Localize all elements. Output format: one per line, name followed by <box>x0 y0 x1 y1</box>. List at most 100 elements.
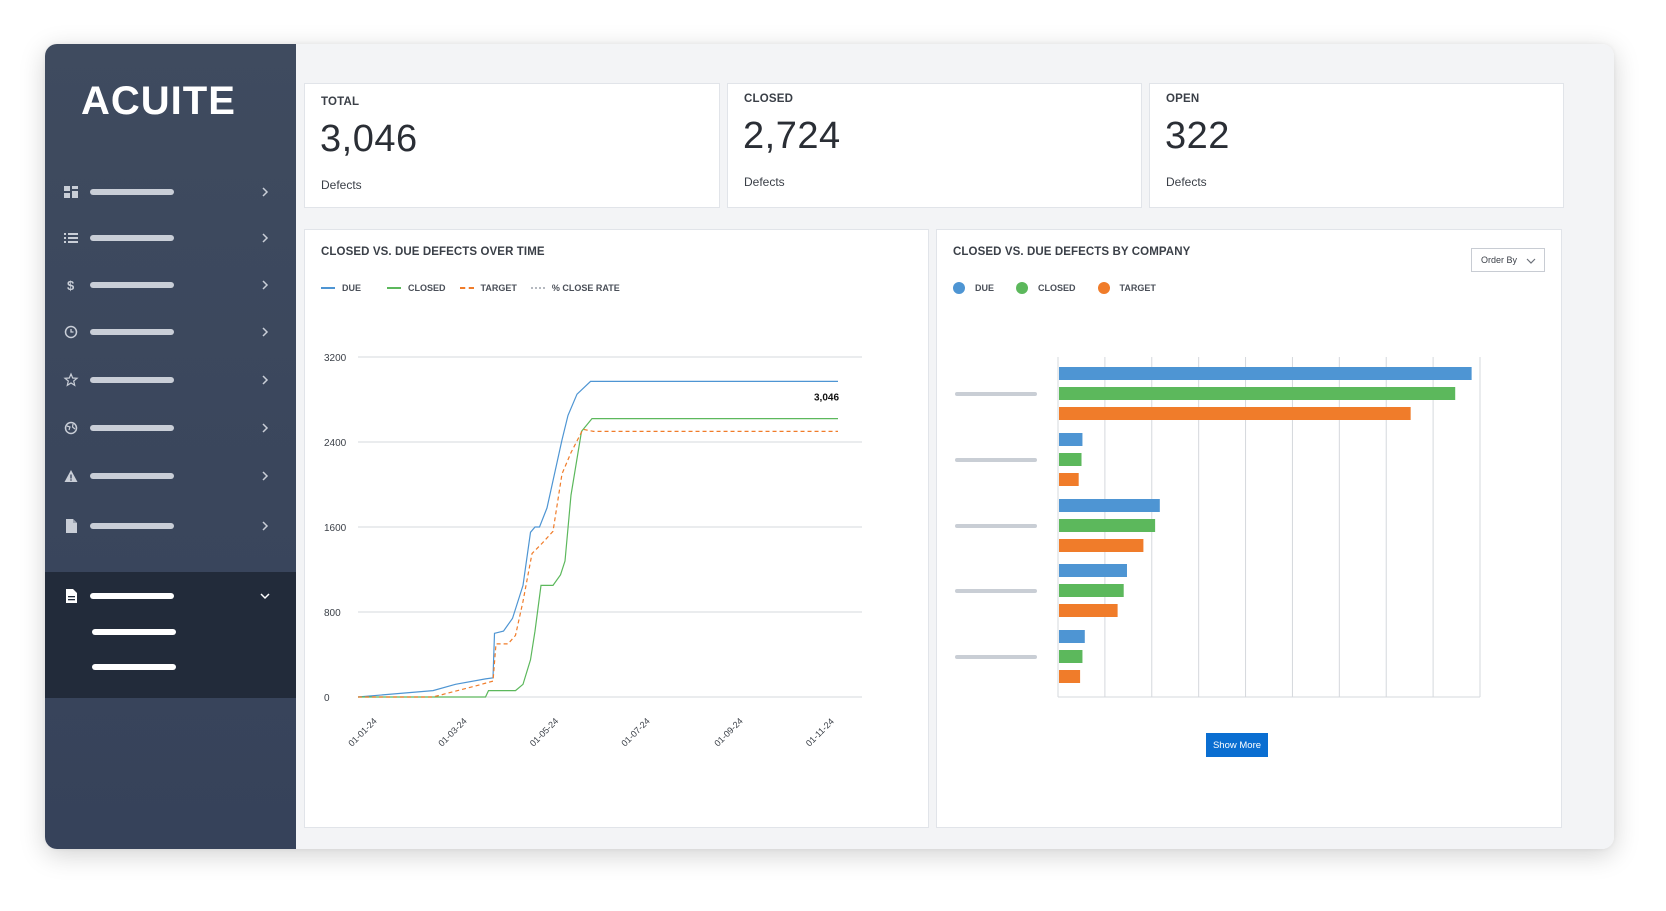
stat-unit: Defects <box>321 178 362 192</box>
bar-chart-panel: CLOSED VS. DUE DEFECTS BY COMPANY Order … <box>936 229 1562 828</box>
panel-title: CLOSED VS. DUE DEFECTS OVER TIME <box>321 246 545 258</box>
clock-icon <box>64 325 78 339</box>
sidebar-item-label <box>90 473 174 479</box>
order-by-label: Order By <box>1481 255 1518 265</box>
stat-label: TOTAL <box>321 96 360 108</box>
legend-swatch <box>387 287 402 289</box>
sidebar-item-label <box>90 425 174 431</box>
sidebar-item-label <box>90 329 174 335</box>
company-label-placeholder <box>955 524 1037 528</box>
logo-text: ACUITE <box>81 79 236 122</box>
company-label-placeholder <box>955 655 1037 659</box>
main-content: TOTAL 3,046 Defects CLOSED 2,724 Defects… <box>296 44 1614 849</box>
sidebar-item-label <box>90 377 174 383</box>
stat-value: 322 <box>1165 115 1230 157</box>
x-tick-label: 01-07-24 <box>619 716 652 749</box>
sidebar-subitem-2[interactable] <box>92 664 176 670</box>
sidebar-item-dashboard[interactable] <box>45 170 296 214</box>
legend-swatch <box>1097 282 1110 294</box>
bar-due <box>1059 630 1085 643</box>
show-more-button[interactable]: Show More <box>1206 733 1268 757</box>
sidebar-item-reports[interactable] <box>45 572 296 616</box>
bar-closed <box>1059 519 1156 532</box>
legend-due[interactable]: DUE <box>953 282 994 294</box>
sidebar-item-alerts[interactable] <box>45 454 296 498</box>
bar-due <box>1059 499 1160 512</box>
y-tick-label: 800 <box>324 608 341 619</box>
x-tick-label: 01-01-24 <box>346 716 379 749</box>
y-tick-label: 2400 <box>324 438 347 449</box>
chevron-right-icon <box>262 423 269 433</box>
bar-target <box>1059 473 1079 486</box>
x-tick-label: 01-09-24 <box>712 716 745 749</box>
document-icon <box>66 589 77 603</box>
company-label-placeholder <box>955 458 1037 462</box>
app-window: ACUITE $ <box>45 44 1614 849</box>
chevron-right-icon <box>262 375 269 385</box>
sidebar-item-list[interactable] <box>45 216 296 260</box>
closed-stat-card: CLOSED 2,724 Defects <box>727 83 1142 208</box>
chevron-down-icon <box>1526 258 1536 264</box>
legend-closed[interactable]: CLOSED <box>1016 282 1076 294</box>
chevron-right-icon <box>262 233 269 243</box>
legend-swatch <box>953 282 965 294</box>
bar-closed <box>1059 387 1456 400</box>
sidebar-item-files[interactable] <box>45 504 296 548</box>
bar-due <box>1059 433 1083 446</box>
stat-value: 3,046 <box>320 118 418 160</box>
line-chart: 0 800 1600 2400 3200 01-01-24 01-03-24 01-05-24… <box>324 353 862 749</box>
sidebar-item-label <box>90 235 174 241</box>
line-chart-legend: DUE CLOSED TARGET % CLOSE RATE <box>321 283 634 293</box>
bar-closed <box>1059 584 1124 597</box>
stat-label: OPEN <box>1166 93 1200 105</box>
legend-swatch <box>321 287 335 289</box>
list-icon <box>64 233 78 243</box>
legend-closed[interactable]: CLOSED <box>387 283 446 293</box>
globe-icon <box>64 421 78 435</box>
legend-swatch <box>1016 282 1029 294</box>
company-label-placeholder <box>955 392 1037 396</box>
open-stat-card: OPEN 322 Defects <box>1149 83 1564 208</box>
y-tick-label: 1600 <box>324 523 347 534</box>
x-tick-label: 01-03-24 <box>436 716 469 749</box>
legend-label: CLOSED <box>1038 283 1076 293</box>
legend-swatch <box>459 287 474 289</box>
series-line-target <box>358 428 838 698</box>
chevron-right-icon <box>262 187 269 197</box>
series-line-due <box>357 380 838 698</box>
legend-rate[interactable]: % CLOSE RATE <box>530 283 620 293</box>
bar-chart-legend: DUE CLOSED TARGET <box>953 282 1170 294</box>
legend-label: DUE <box>342 283 362 293</box>
x-tick-label: 01-05-24 <box>528 716 561 749</box>
sidebar-item-label <box>90 189 174 195</box>
line-chart-panel: CLOSED VS. DUE DEFECTS OVER TIME DUE CLO… <box>304 229 929 828</box>
legend-label: TARGET <box>480 283 517 293</box>
sidebar-item-label <box>90 282 174 288</box>
bar-target <box>1059 407 1411 420</box>
chevron-right-icon <box>262 471 269 481</box>
x-tick-label: 01-11-24 <box>804 716 836 748</box>
chevron-right-icon <box>262 521 269 531</box>
total-stat-card: TOTAL 3,046 Defects <box>304 83 720 208</box>
panel-title: CLOSED VS. DUE DEFECTS BY COMPANY <box>953 246 1191 258</box>
sidebar-item-reports-active[interactable] <box>45 572 296 698</box>
legend-target[interactable]: TARGET <box>459 283 517 293</box>
sidebar-item-global[interactable] <box>45 406 296 450</box>
y-tick-label: 0 <box>324 693 330 704</box>
sidebar-item-label <box>90 593 174 599</box>
legend-target[interactable]: TARGET <box>1097 282 1156 294</box>
star-icon <box>63 372 79 387</box>
stat-unit: Defects <box>744 175 785 189</box>
legend-due[interactable]: DUE <box>321 283 361 293</box>
stat-label: CLOSED <box>744 93 794 105</box>
bar-target <box>1059 604 1118 617</box>
sidebar-subitem-1[interactable] <box>92 629 176 635</box>
order-by-dropdown[interactable]: Order By <box>1471 248 1545 272</box>
sidebar-item-billing[interactable]: $ <box>45 263 296 307</box>
sidebar-item-favorites[interactable] <box>45 358 296 402</box>
sidebar-item-history[interactable] <box>45 310 296 354</box>
bar-due <box>1059 367 1472 380</box>
bar-closed <box>1059 453 1082 466</box>
dollar-icon: $ <box>67 278 75 293</box>
bar-chart <box>955 357 1481 698</box>
